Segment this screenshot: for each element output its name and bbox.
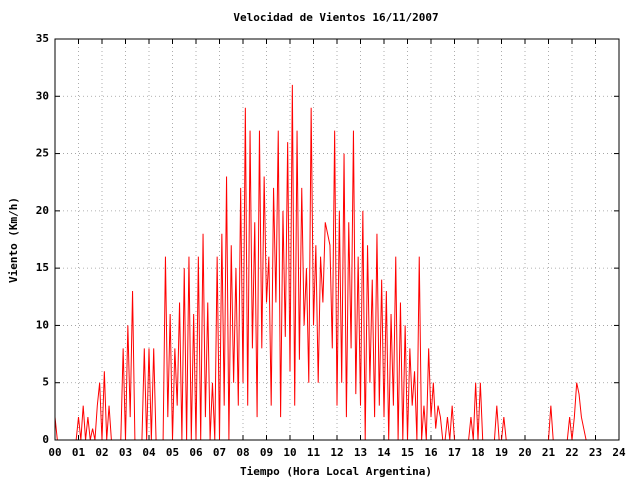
y-tick-label: 5 xyxy=(42,376,49,389)
x-tick-label: 08 xyxy=(236,446,249,459)
x-tick-label: 05 xyxy=(166,446,179,459)
x-tick-label: 19 xyxy=(495,446,508,459)
x-tick-label: 23 xyxy=(589,446,602,459)
x-tick-label: 24 xyxy=(612,446,626,459)
y-tick-label: 35 xyxy=(36,32,49,45)
x-tick-label: 00 xyxy=(48,446,61,459)
x-tick-label: 18 xyxy=(471,446,484,459)
data-line xyxy=(54,84,594,441)
plot-frame xyxy=(54,38,620,441)
x-tick-label: 07 xyxy=(213,446,226,459)
y-tick-label: 30 xyxy=(36,89,49,102)
x-tick-label: 15 xyxy=(401,446,414,459)
x-tick-label: 06 xyxy=(189,446,203,459)
x-tick-label: 17 xyxy=(448,446,461,459)
y-tick-label: 15 xyxy=(36,261,49,274)
x-tick-label: 12 xyxy=(330,446,343,459)
chart-title: Velocidad de Vientos 16/11/2007 xyxy=(233,11,438,24)
x-tick-label: 22 xyxy=(565,446,578,459)
x-tick-label: 16 xyxy=(424,446,438,459)
x-axis-label: Tiempo (Hora Local Argentina) xyxy=(240,465,432,478)
x-tick-label: 11 xyxy=(307,446,321,459)
x-tick-label: 01 xyxy=(72,446,86,459)
x-tick-label: 21 xyxy=(542,446,556,459)
x-tick-label: 03 xyxy=(119,446,132,459)
x-tick-label: 09 xyxy=(260,446,273,459)
x-tick-label: 14 xyxy=(377,446,391,459)
y-tick-label: 0 xyxy=(42,433,49,446)
x-tick-label: 10 xyxy=(283,446,296,459)
y-tick-label: 10 xyxy=(36,318,49,331)
y-tick-label: 25 xyxy=(36,147,49,160)
x-tick-label: 13 xyxy=(354,446,367,459)
x-tick-label: 04 xyxy=(142,446,156,459)
x-tick-label: 20 xyxy=(518,446,531,459)
y-axis-label: Viento (Km/h) xyxy=(7,197,20,283)
y-tick-label: 20 xyxy=(36,204,49,217)
x-tick-label: 02 xyxy=(95,446,108,459)
